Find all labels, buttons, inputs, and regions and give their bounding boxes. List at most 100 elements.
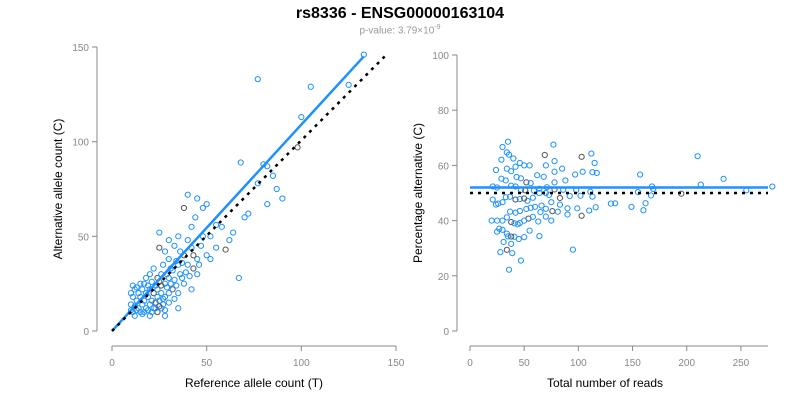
data-point [514,221,521,228]
data-point [566,192,573,200]
data-point [171,276,178,283]
data-point [549,208,556,215]
data-point [642,200,649,207]
data-point [184,261,191,268]
data-point [497,249,504,256]
x-tick-label: 100 [570,358,587,369]
data-point [194,195,201,202]
data-point [182,269,189,276]
data-point [508,233,515,240]
x-tick-label: 0 [467,358,473,369]
data-point [509,250,516,257]
data-point [218,223,225,230]
data-point [542,205,549,212]
y-tick-label: 60 [438,161,450,172]
data-point [529,213,536,220]
data-point [188,223,195,230]
data-point [160,295,167,302]
data-point [504,138,512,145]
data-point [529,194,536,201]
data-point [628,203,635,210]
y-tick-label: 150 [72,43,89,54]
data-point [131,312,138,319]
data-point [488,217,495,224]
data-point [548,199,555,206]
data-point [175,290,182,297]
data-point [508,168,515,175]
data-point [517,175,525,182]
data-point [245,210,252,217]
data-point [161,293,169,301]
data-point [647,192,655,199]
data-point [505,151,513,158]
data-point [169,286,176,293]
data-point [591,159,598,167]
data-point [527,204,534,211]
data-point [499,199,506,206]
data-point [512,209,519,216]
data-point [492,166,500,174]
data-point [165,237,172,244]
data-point [192,214,199,221]
data-point [307,83,314,90]
data-point [540,173,547,180]
data-point [499,226,506,233]
data-point [158,290,165,297]
data-point [161,248,169,255]
regression-line [111,55,365,332]
data-point [129,293,136,301]
data-point [133,284,140,291]
data-point [720,175,727,182]
data-point [586,207,593,214]
data-point [535,218,542,225]
data-point [526,227,533,234]
data-point [542,162,549,169]
data-point [173,257,180,265]
data-point [516,159,523,167]
left-y-axis-label: Alternative allele count (C) [51,119,65,260]
data-point [526,162,533,169]
reference-line [111,55,386,332]
y-tick-label: 20 [438,272,450,283]
data-point [269,172,277,179]
data-point [226,237,233,244]
data-point [564,205,571,212]
data-point [500,238,507,246]
data-point [165,299,172,306]
data-point [510,155,517,162]
data-point [508,218,515,226]
data-point [499,143,506,151]
data-point [559,165,566,172]
x-tick-label: 50 [201,358,213,369]
data-point [505,266,513,273]
data-point [137,308,144,316]
data-point [194,271,201,278]
x-tick-label: 50 [519,358,531,369]
data-point [273,185,280,193]
y-tick-label: 0 [83,327,89,338]
data-point [769,183,776,190]
data-point [178,259,186,266]
data-point [511,220,518,227]
data-point [572,171,579,178]
data-point [640,207,647,214]
data-point [144,282,152,289]
left-scatter-plot: 0 50 100 150 0 50 100 150 [72,43,404,369]
x-tick-label: 250 [733,358,750,369]
data-point [139,310,146,318]
data-point [551,179,558,186]
data-point [512,196,519,203]
data-point [148,278,155,285]
y-tick-label: 40 [438,217,450,228]
data-point [556,201,564,208]
data-point [190,265,197,272]
y-tick-label: 0 [443,327,449,338]
chart-subtitle: p-value: 3.79×10-9 [0,24,800,36]
data-point [492,201,500,208]
data-point [503,230,510,237]
y-tick-label: 80 [438,106,450,117]
data-point [360,51,367,58]
y-tick-label: 50 [78,232,90,243]
data-point [163,284,171,291]
